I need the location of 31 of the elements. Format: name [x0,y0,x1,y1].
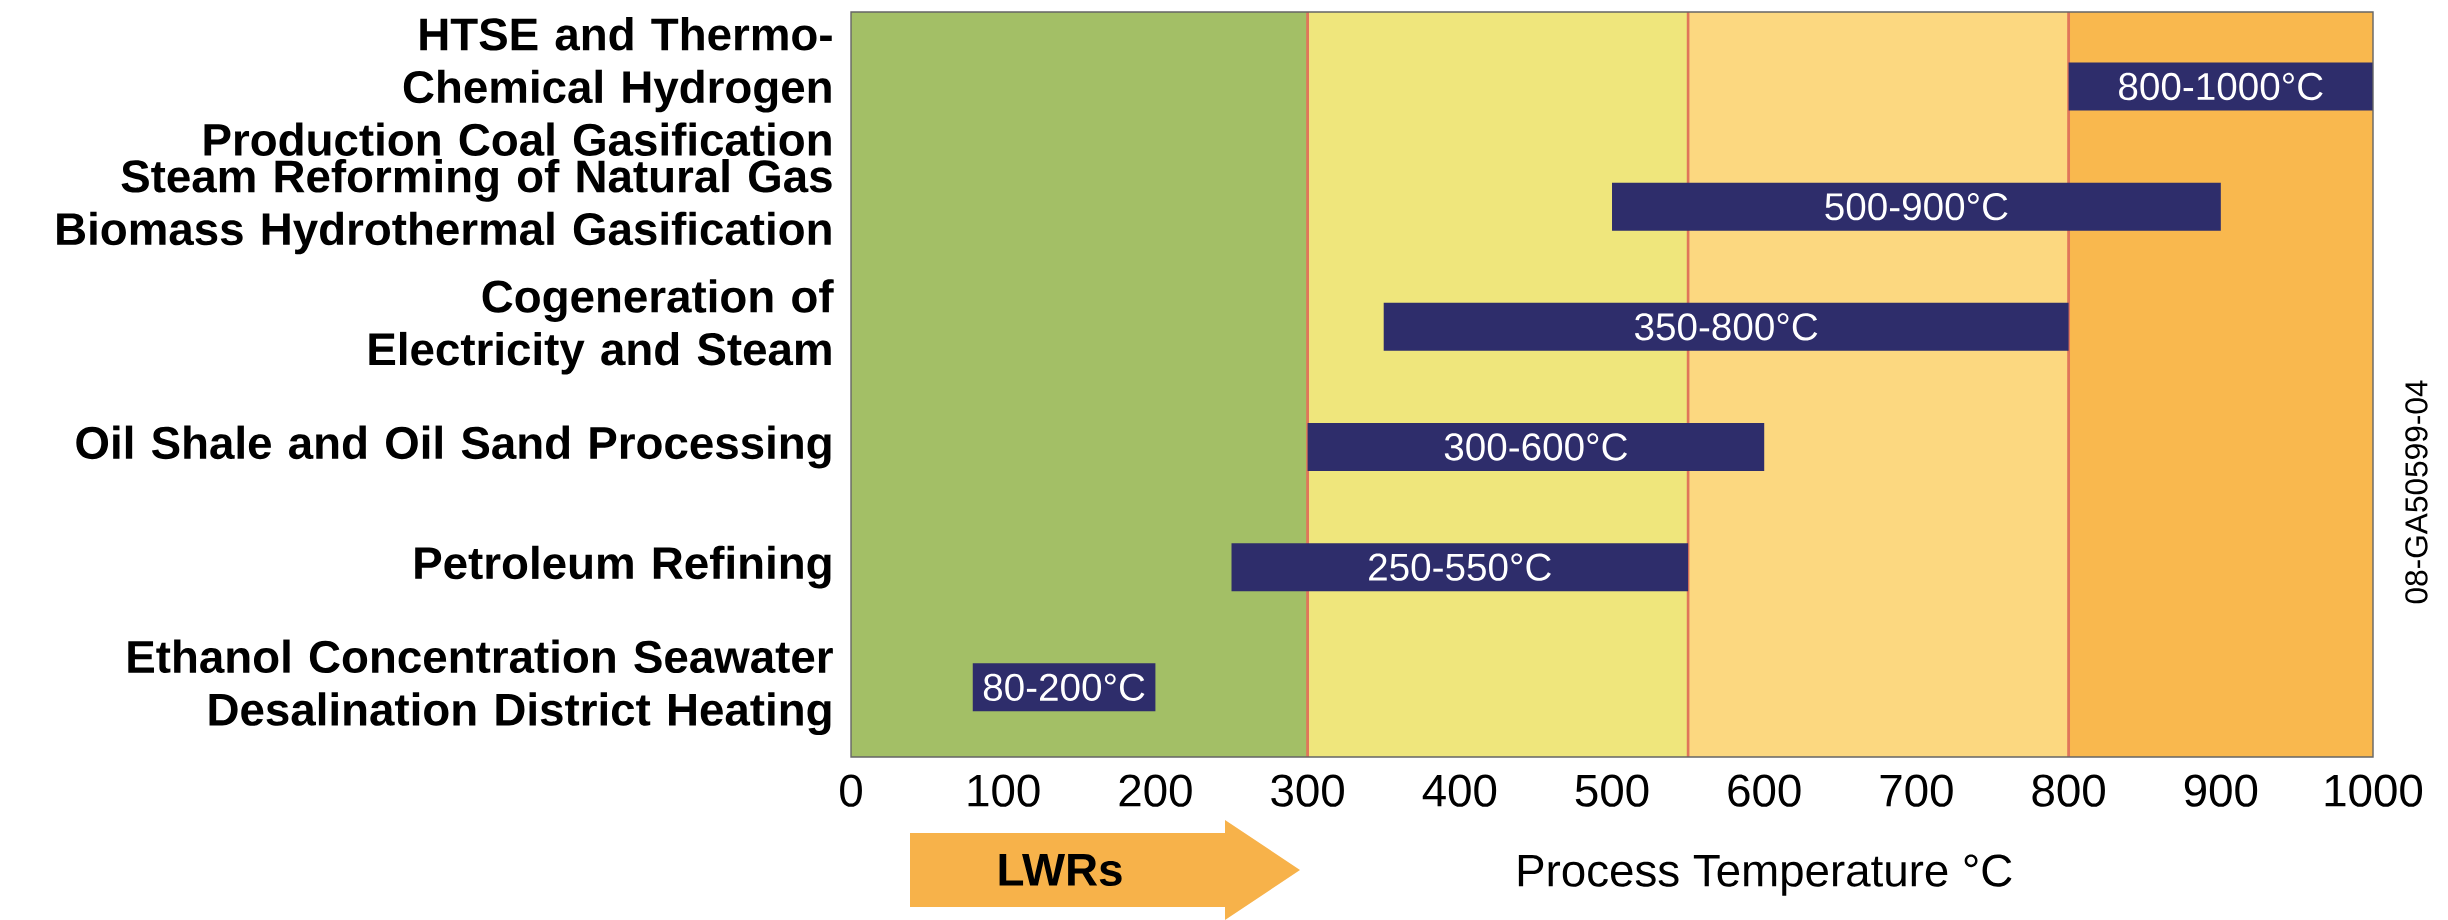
x-tick-label: 100 [968,774,1040,807]
y-tick-label: Ethanol Concentration Seawater Desalination District Heating [128,639,833,736]
y-tick-label: Oil Shale and Oil Sand Processing [76,425,831,469]
text: 08-GA50599-04 [2405,380,2428,604]
x-tick-label: 600 [1728,774,1801,807]
x-axis-title: Process Temperature °C [1518,854,2012,896]
data-label: 250-550°C [1369,553,1551,581]
x-tick-label: 1000 [2325,774,2423,807]
bar [1612,182,2221,231]
x-tick-label: 700 [1880,774,1953,807]
y-tick-label: HTSE and Thermo-Chemical Hydrogen Production Coal Gasification [204,17,832,157]
x-tick-label: 400 [1422,774,1497,807]
data-label: 300-600°C [1444,433,1628,461]
bar [1383,302,2069,351]
x-tick-label: 800 [2032,774,2105,807]
data-label: 350-800°C [1635,313,1818,341]
text: LWRs [999,854,1122,886]
x-tick-label: 900 [2184,774,2258,807]
data-label: 800-1000°C [2119,72,2323,101]
y-tick-label: Cogeneration of Electricity and Steam [369,279,834,375]
data-label: 500-900°C [1825,193,2008,221]
x-tick-label: 300 [1271,774,1344,807]
x-tick-label: 200 [1119,774,1192,807]
x-tick-label: 500 [1575,774,1649,807]
y-tick-label: Steam Reforming of Natural Gas Biomass Hydrothermal Gasification [57,159,832,255]
bar [1307,422,1765,472]
y-tick-label: Petroleum Refining [415,545,831,589]
x-tick-label: 0 [840,774,862,807]
data-label: 80-200°C [983,673,1145,702]
bar [1231,543,1689,592]
bar [2068,62,2374,111]
